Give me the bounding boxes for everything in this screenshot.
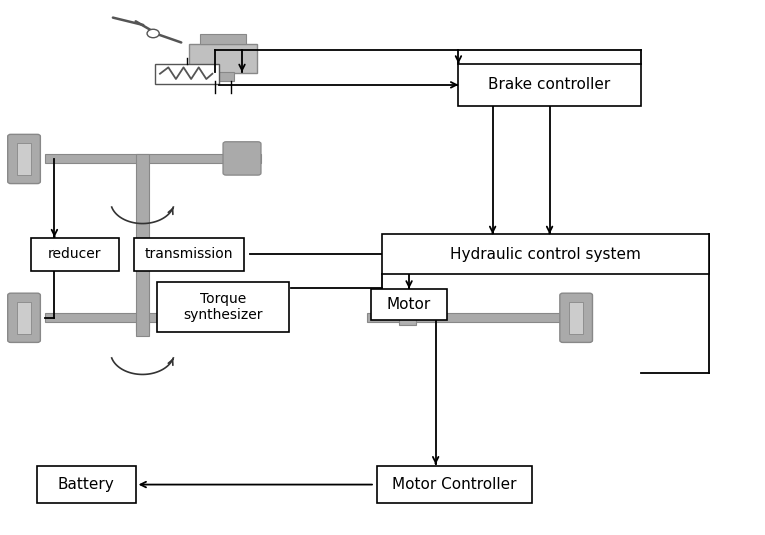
- Bar: [200, 34, 246, 43]
- FancyBboxPatch shape: [8, 293, 41, 342]
- Bar: [44, 312, 249, 322]
- Bar: [135, 320, 149, 331]
- Bar: [399, 310, 416, 325]
- FancyBboxPatch shape: [371, 289, 447, 320]
- FancyBboxPatch shape: [377, 466, 532, 503]
- Bar: [135, 154, 149, 243]
- Text: Motor Controller: Motor Controller: [392, 477, 517, 492]
- Text: Torque
synthesizer: Torque synthesizer: [184, 292, 262, 322]
- FancyBboxPatch shape: [223, 142, 261, 175]
- Text: reducer: reducer: [48, 247, 102, 261]
- FancyBboxPatch shape: [37, 466, 135, 503]
- FancyBboxPatch shape: [458, 64, 641, 106]
- Text: Battery: Battery: [58, 477, 115, 492]
- FancyBboxPatch shape: [134, 238, 244, 271]
- Bar: [44, 154, 261, 163]
- Bar: [155, 64, 220, 84]
- Text: transmission: transmission: [145, 247, 233, 261]
- Text: Motor: Motor: [387, 297, 431, 312]
- Bar: [135, 262, 149, 337]
- Bar: [189, 43, 257, 73]
- Bar: [212, 72, 234, 81]
- Bar: [226, 151, 256, 166]
- Bar: [569, 302, 584, 334]
- FancyBboxPatch shape: [8, 134, 41, 184]
- FancyBboxPatch shape: [382, 234, 709, 274]
- FancyBboxPatch shape: [31, 238, 119, 271]
- Text: Hydraulic control system: Hydraulic control system: [451, 247, 641, 262]
- Bar: [17, 302, 31, 334]
- FancyBboxPatch shape: [560, 293, 592, 342]
- FancyBboxPatch shape: [157, 282, 289, 332]
- Bar: [367, 312, 580, 322]
- Text: Brake controller: Brake controller: [489, 78, 610, 93]
- Circle shape: [147, 29, 159, 38]
- Bar: [17, 143, 31, 175]
